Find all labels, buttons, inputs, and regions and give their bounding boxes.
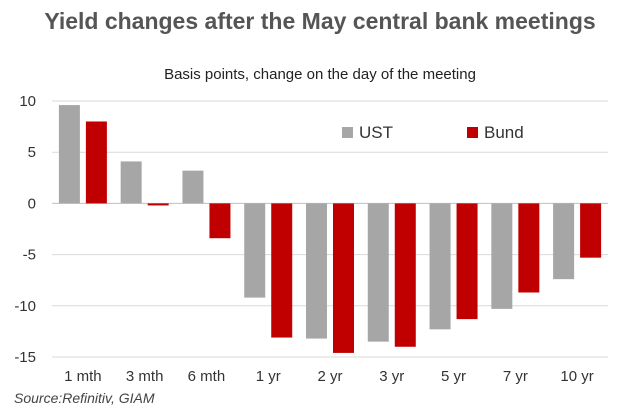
y-tick-label: -10 xyxy=(14,298,36,315)
bar-ust-1-yr xyxy=(244,203,266,298)
y-tick-label: 5 xyxy=(28,144,36,161)
bar-bund-3-mth xyxy=(147,203,169,206)
source-note: Source:Refinitiv, GIAM xyxy=(14,390,155,406)
x-tick-label: 6 mth xyxy=(188,368,226,385)
bar-bund-5-yr xyxy=(456,203,478,320)
bar-bund-7-yr xyxy=(518,203,540,293)
y-tick-label: -5 xyxy=(23,247,36,264)
x-tick-label: 5 yr xyxy=(441,368,466,385)
chart-title: Yield changes after the May central bank… xyxy=(44,8,596,34)
legend-label-bund: Bund xyxy=(484,123,524,142)
bars xyxy=(58,105,602,353)
x-tick-label: 1 mth xyxy=(64,368,102,385)
bar-ust-6-mth xyxy=(182,170,204,204)
y-tick-label: -15 xyxy=(14,349,36,366)
x-tick-label: 3 mth xyxy=(126,368,164,385)
bar-bund-1-yr xyxy=(271,203,293,338)
bar-ust-2-yr xyxy=(306,203,327,339)
gridlines xyxy=(52,100,608,358)
bar-bund-10-yr xyxy=(580,203,602,258)
x-tick-label: 1 yr xyxy=(256,368,281,385)
bar-ust-3-yr xyxy=(367,203,389,342)
bar-bund-6-mth xyxy=(209,203,231,239)
bar-ust-5-yr xyxy=(429,203,451,330)
legend-swatch-bund xyxy=(467,127,478,138)
bar-ust-7-yr xyxy=(491,203,513,309)
x-tick-label: 2 yr xyxy=(317,368,342,385)
x-tick-label: 7 yr xyxy=(503,368,528,385)
x-tick-label: 3 yr xyxy=(379,368,404,385)
y-axis-ticks: 10 5 0 -5 -10 -15 xyxy=(14,93,36,366)
legend-swatch-ust xyxy=(342,127,353,138)
y-tick-label: 0 xyxy=(28,195,36,212)
bar-bund-2-yr xyxy=(333,203,354,353)
bar-ust-1-mth xyxy=(58,105,80,204)
bar-bund-3-yr xyxy=(394,203,416,347)
bar-ust-3-mth xyxy=(120,161,142,204)
legend: UST Bund xyxy=(342,123,524,142)
legend-label-ust: UST xyxy=(359,123,393,142)
chart-subtitle: Basis points, change on the day of the m… xyxy=(164,66,476,83)
bar-ust-10-yr xyxy=(553,203,575,280)
y-tick-label: 10 xyxy=(19,93,36,110)
bar-bund-1-mth xyxy=(85,121,107,204)
x-axis-ticks: 1 mth 3 mth 6 mth 1 yr 2 yr 3 yr 5 yr 7 yr 10 yr xyxy=(64,368,594,385)
x-tick-label: 10 yr xyxy=(560,368,593,385)
